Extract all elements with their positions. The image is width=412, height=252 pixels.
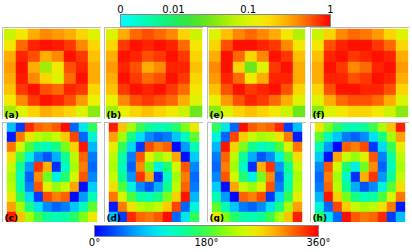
svg-text:0.1: 0.1 [240, 4, 256, 15]
svg-text:1: 1 [327, 4, 333, 15]
svg-text:(d): (d) [107, 213, 122, 223]
svg-text:(f): (f) [313, 110, 325, 120]
svg-text:(b): (b) [107, 110, 122, 120]
svg-text:(a): (a) [5, 110, 19, 120]
svg-text:360°: 360° [306, 237, 330, 248]
svg-text:(e): (e) [210, 110, 224, 120]
svg-text:0.01: 0.01 [162, 4, 184, 15]
svg-text:180°: 180° [194, 237, 218, 248]
svg-text:(g): (g) [210, 213, 225, 223]
svg-text:(h): (h) [313, 213, 328, 223]
svg-text:(c): (c) [5, 213, 19, 223]
svg-text:0: 0 [117, 4, 123, 15]
svg-text:0°: 0° [89, 237, 100, 248]
